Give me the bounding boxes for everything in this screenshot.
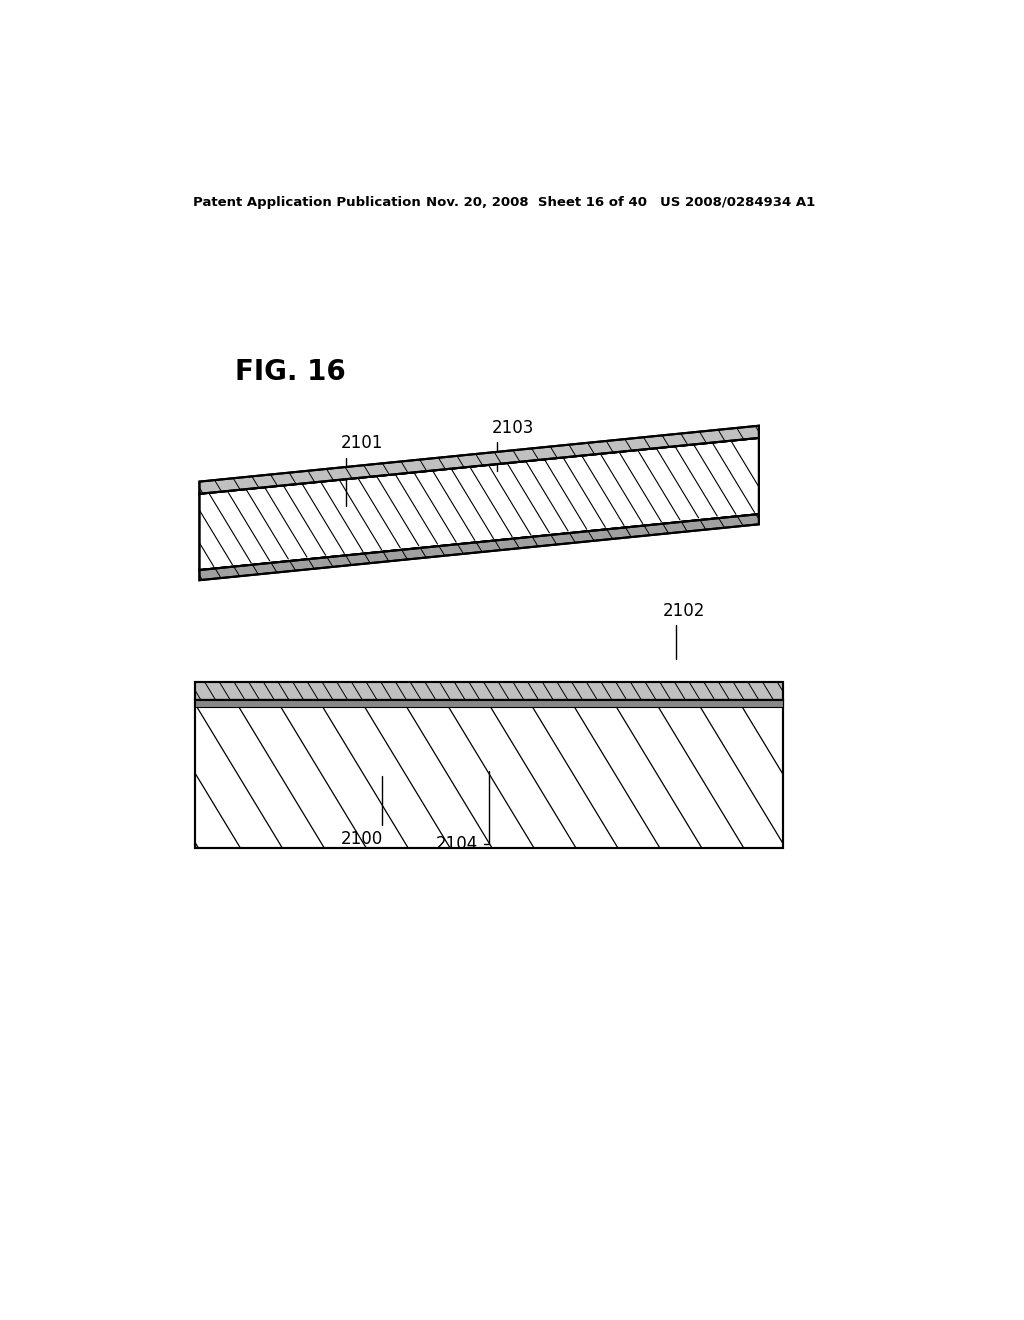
Text: Nov. 20, 2008  Sheet 16 of 40: Nov. 20, 2008 Sheet 16 of 40 xyxy=(426,195,646,209)
Polygon shape xyxy=(196,700,782,708)
Text: 2102: 2102 xyxy=(663,602,705,659)
Polygon shape xyxy=(200,426,759,494)
Text: 2101: 2101 xyxy=(341,434,383,507)
Text: 2100: 2100 xyxy=(341,776,383,849)
Text: US 2008/0284934 A1: US 2008/0284934 A1 xyxy=(659,195,815,209)
Text: Patent Application Publication: Patent Application Publication xyxy=(194,195,421,209)
Text: 2104: 2104 xyxy=(436,771,489,854)
Text: 2103: 2103 xyxy=(492,418,535,471)
Polygon shape xyxy=(200,515,759,581)
Polygon shape xyxy=(200,438,759,570)
Text: FIG. 16: FIG. 16 xyxy=(236,358,346,385)
Polygon shape xyxy=(196,682,782,700)
Polygon shape xyxy=(196,700,782,847)
